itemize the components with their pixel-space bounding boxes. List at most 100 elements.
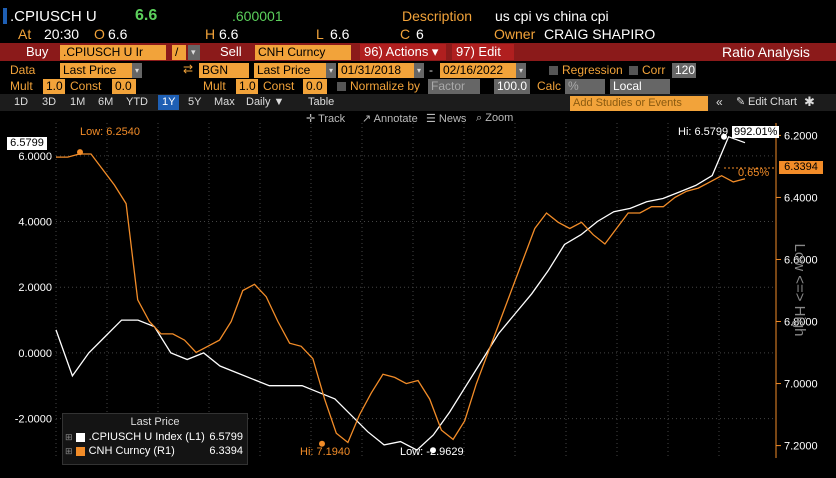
legend-row-cnh[interactable]: ⊞ CNH Curncy (R1) 6.3394 — [63, 445, 247, 457]
legend-row-cpi[interactable]: ⊞ .CPIUSCH U Index (L1) 6.5799 — [63, 431, 247, 443]
ticker-symbol[interactable]: .CPIUSCH U — [10, 8, 97, 25]
divide-operator[interactable]: / — [172, 45, 186, 60]
data-field-dropdown[interactable]: Last Price — [60, 63, 132, 78]
legend-name-cnh: CNH Curncy (R1) — [88, 445, 175, 457]
description-label: Description — [402, 8, 473, 24]
tab-1y[interactable]: 1Y — [158, 95, 180, 110]
regression-label: Regression — [562, 63, 623, 77]
tab-daily[interactable]: Daily ▼ — [246, 96, 285, 108]
buy-button[interactable]: Buy — [26, 44, 49, 59]
end-date-field[interactable]: 02/16/2022 — [440, 63, 516, 78]
mult-label-2: Mult — [203, 79, 226, 93]
right-tick-label: 6.4000 — [784, 192, 818, 204]
start-date-dropdown[interactable]: ▾ — [414, 63, 424, 78]
swap-icon[interactable]: ⇄ — [183, 62, 194, 76]
tab-table[interactable]: Table — [308, 96, 335, 108]
left-axis-ticks: 6.0000 4.0000 2.0000 0.0000 -2.0000 — [15, 151, 52, 426]
date-dash: - — [429, 63, 433, 77]
right-tick-label: 7.2000 — [784, 441, 818, 453]
collapse-icon[interactable]: « — [716, 95, 723, 109]
tab-3d[interactable]: 3D — [42, 96, 57, 108]
track-tool[interactable]: ✛ Track — [306, 112, 345, 125]
gear-icon[interactable]: ✱ — [804, 94, 815, 109]
data-dropdown-arrow[interactable]: ▾ — [132, 63, 142, 78]
right-axis-ticks: 6.2000 6.4000 6.6000 6.8000 7.0000 7.2000 — [776, 130, 818, 453]
right-tick-label: 7.0000 — [784, 379, 818, 391]
normalize-checkbox[interactable] — [337, 82, 346, 91]
annotate-tool[interactable]: ↗ Annotate — [362, 112, 418, 125]
owner-label: Owner — [494, 26, 536, 42]
time-value: 20:30 — [44, 26, 80, 42]
tab-1d[interactable]: 1D — [14, 96, 29, 108]
cpi-hi-annotation: Hi: 6.5799 — [678, 126, 729, 138]
chart-legend: Last Price ⊞ .CPIUSCH U Index (L1) 6.579… — [62, 413, 248, 465]
left-tick-label: -2.0000 — [15, 414, 52, 426]
cpi-hi-pct-badge: 992.01% — [732, 126, 780, 138]
corr-period-field[interactable]: 120 — [672, 63, 696, 78]
zoom-tool[interactable]: ⌕ Zoom — [476, 112, 513, 125]
add-studies-input[interactable]: Add Studies or Events — [570, 96, 708, 111]
left-tick-label: 4.0000 — [18, 217, 52, 229]
end-date-dropdown[interactable]: ▾ — [516, 63, 526, 78]
cpi-last-badge: 6.5799 — [7, 137, 47, 150]
legend-swatch-cnh — [75, 446, 85, 456]
tab-max[interactable]: Max — [214, 96, 235, 108]
regression-checkbox[interactable] — [549, 66, 558, 75]
right-tick-label: 6.2000 — [784, 130, 818, 142]
pencil-icon[interactable]: ✎ — [736, 96, 746, 108]
source-field[interactable]: BGN — [199, 63, 249, 78]
high-label: H — [205, 26, 216, 42]
tab-1m[interactable]: 1M — [70, 96, 86, 108]
data-label: Data — [10, 63, 36, 77]
left-tick-label: 6.0000 — [18, 151, 52, 163]
const-label-1: Const — [70, 79, 102, 93]
cpi-low-dot — [430, 447, 436, 454]
corr-checkbox[interactable] — [629, 66, 638, 75]
crosshair-icon: ✛ — [306, 113, 319, 125]
source-dropdown-arrow[interactable]: ▾ — [326, 63, 336, 78]
tab-ytd[interactable]: YTD — [126, 96, 148, 108]
legend-swatch-cpi — [75, 432, 85, 442]
const-field-1[interactable]: 0.0 — [112, 79, 136, 94]
const-field-2[interactable]: 0.0 — [303, 79, 327, 94]
ratio-analysis-title: Ratio Analysis — [722, 44, 810, 60]
legend-expand-icon[interactable]: ⊞ — [65, 446, 73, 456]
right-tick-label: 6.8000 — [784, 317, 818, 329]
mult-field-1[interactable]: 1.0 — [43, 79, 65, 94]
source-price-field[interactable]: Last Price — [254, 63, 326, 78]
start-date-field[interactable]: 01/31/2018 — [338, 63, 414, 78]
calc-dropdown[interactable]: % — [565, 79, 605, 94]
operator-dropdown[interactable]: ▾ — [188, 45, 200, 60]
news-tool[interactable]: ☰ News — [426, 112, 466, 125]
owner-value: CRAIG SHAPIRO — [544, 26, 656, 42]
tab-5y[interactable]: 5Y — [188, 96, 202, 108]
factor-dropdown[interactable]: Factor — [428, 79, 480, 94]
actions-menu[interactable]: 96) Actions ▾ — [360, 44, 446, 60]
open-value: 6.6 — [108, 26, 128, 42]
local-dropdown[interactable]: Local — [610, 79, 670, 94]
calc-label: Calc — [537, 79, 562, 93]
cpi-hi-dot — [721, 133, 727, 140]
chart-grid — [55, 123, 776, 458]
annotate-label: Annotate — [373, 113, 418, 125]
sell-ticker-field[interactable]: CNH Curncy — [255, 45, 351, 60]
legend-value-cnh: 6.3394 — [209, 445, 243, 457]
edit-menu[interactable]: 97) Edit ▾ — [452, 44, 514, 75]
description-value: us cpi vs china cpi — [495, 8, 609, 24]
tab-6m[interactable]: 6M — [98, 96, 114, 108]
high-value: 6.6 — [219, 26, 239, 42]
low-label: L — [316, 26, 324, 42]
news-label: News — [438, 113, 467, 125]
factor-value-field[interactable]: 100.0 — [494, 79, 530, 94]
buy-ticker-field[interactable]: .CPIUSCH U Ir — [60, 45, 166, 60]
mult-field-2[interactable]: 1.0 — [236, 79, 258, 94]
edit-chart-button[interactable]: Edit Chart — [748, 96, 797, 108]
mult-label-1: Mult — [10, 79, 33, 93]
close-label: C — [400, 26, 411, 42]
left-tick-label: 2.0000 — [18, 282, 52, 294]
open-label: O — [94, 26, 105, 42]
zoom-label: Zoom — [485, 112, 514, 124]
legend-expand-icon[interactable]: ⊞ — [65, 432, 73, 442]
sell-button[interactable]: Sell — [220, 44, 242, 59]
